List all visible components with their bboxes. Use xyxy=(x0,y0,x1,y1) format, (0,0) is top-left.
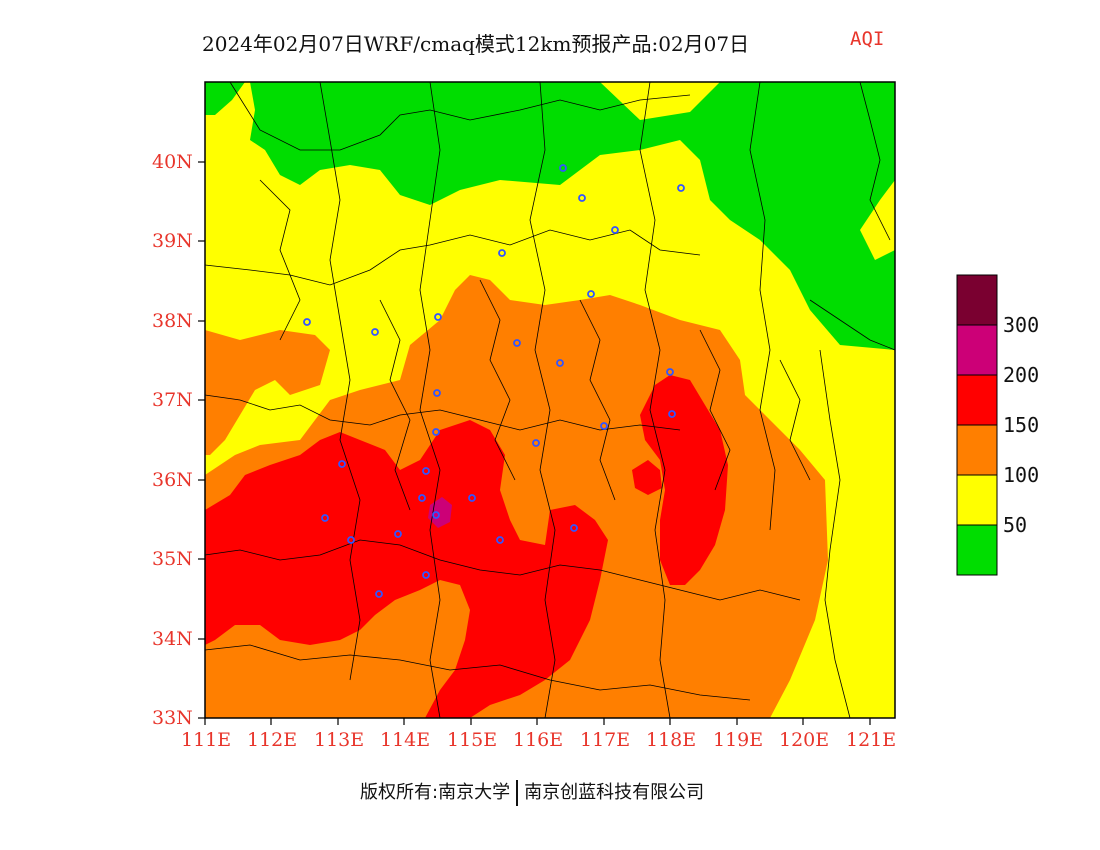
city-marker xyxy=(347,536,355,544)
city-marker xyxy=(433,389,441,397)
lon-label-115e: 115E xyxy=(447,729,498,751)
city-marker xyxy=(532,439,540,447)
city-marker xyxy=(303,318,311,326)
lat-label-40n: 40N xyxy=(152,151,193,173)
city-marker xyxy=(578,194,586,202)
city-marker xyxy=(434,313,442,321)
lon-label-116e: 116E xyxy=(513,729,564,751)
city-marker xyxy=(668,410,676,418)
city-marker xyxy=(321,514,329,522)
copyright-left: 版权所有:南京大学 xyxy=(360,782,511,803)
lat-label-38n: 38N xyxy=(152,310,193,332)
legend-label-150: 150 xyxy=(1003,413,1040,437)
city-marker xyxy=(432,428,440,436)
city-marker xyxy=(375,590,383,598)
legend-swatch-lt50 xyxy=(956,524,998,576)
lon-label-117e: 117E xyxy=(580,729,631,751)
lat-label-35n: 35N xyxy=(152,548,193,570)
legend-label-300: 300 xyxy=(1003,313,1040,337)
lon-label-120e: 120E xyxy=(779,729,830,751)
red-region-west xyxy=(205,420,608,718)
lat-label-39n: 39N xyxy=(152,230,193,252)
city-marker xyxy=(611,226,619,234)
city-marker xyxy=(422,467,430,475)
lon-label-114e: 114E xyxy=(380,729,431,751)
product-label: AQI xyxy=(850,28,885,50)
city-markers xyxy=(303,164,685,598)
legend-label-100: 100 xyxy=(1003,463,1040,487)
lat-ticks xyxy=(198,161,205,719)
city-marker xyxy=(394,530,402,538)
city-marker xyxy=(570,524,578,532)
lon-label-111e: 111E xyxy=(181,729,232,751)
lon-label-121e: 121E xyxy=(846,729,897,751)
city-marker xyxy=(600,422,608,430)
legend-swatch-150-200 xyxy=(956,374,998,426)
legend-label-200: 200 xyxy=(1003,363,1040,387)
city-marker xyxy=(496,536,504,544)
lon-label-118e: 118E xyxy=(646,729,697,751)
city-marker xyxy=(587,290,595,298)
city-marker xyxy=(371,328,379,336)
city-marker xyxy=(666,368,674,376)
city-marker xyxy=(513,339,521,347)
legend-swatch-100-150 xyxy=(956,424,998,476)
copyright-separator xyxy=(516,780,519,806)
lon-ticks xyxy=(204,718,871,725)
legend-swatch-gt300 xyxy=(956,274,998,326)
lat-label-34n: 34N xyxy=(152,628,193,650)
green-region-north xyxy=(250,82,895,350)
map-title: 2024年02月07日WRF/cmaq模式12km预报产品:02月07日 xyxy=(202,32,750,56)
city-marker xyxy=(432,511,440,519)
city-marker xyxy=(422,571,430,579)
lat-label-33n: 33N xyxy=(152,707,193,729)
lon-label-119e: 119E xyxy=(713,729,764,751)
city-marker xyxy=(498,249,506,257)
legend-label-50: 50 xyxy=(1003,513,1028,537)
legend-swatch-200-300 xyxy=(956,324,998,376)
copyright-line: 版权所有:南京大学 南京创蓝科技有限公司 xyxy=(360,778,704,806)
city-marker xyxy=(559,164,567,172)
city-marker xyxy=(677,184,685,192)
lat-label-36n: 36N xyxy=(152,469,193,491)
lon-label-112e: 112E xyxy=(247,729,298,751)
legend-bar xyxy=(956,274,998,576)
boundary-lines xyxy=(204,81,896,719)
city-marker xyxy=(468,494,476,502)
city-marker xyxy=(338,460,346,468)
lat-label-37n: 37N xyxy=(152,389,193,411)
legend-swatch-50-100 xyxy=(956,474,998,526)
copyright-right: 南京创蓝科技有限公司 xyxy=(524,782,705,803)
lon-label-113e: 113E xyxy=(314,729,365,751)
city-marker xyxy=(556,359,564,367)
city-marker xyxy=(418,494,426,502)
red-region-small xyxy=(632,460,662,495)
